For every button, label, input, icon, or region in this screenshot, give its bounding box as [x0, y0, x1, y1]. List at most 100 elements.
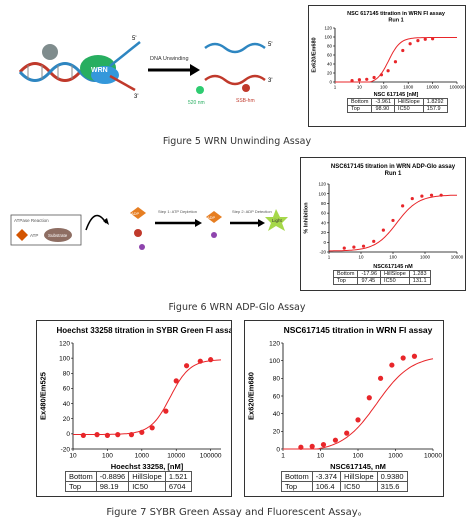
- data-point: [393, 60, 398, 64]
- curved-arrow-icon: [85, 214, 107, 231]
- fit-curve: [329, 194, 457, 252]
- data-point: [420, 194, 424, 198]
- data-point: [350, 79, 354, 83]
- y-tick-label: 60: [321, 211, 327, 216]
- data-point: [372, 75, 376, 80]
- fig5-caption: Figure 5 WRN Unwinding Assay: [162, 136, 312, 147]
- atp-sphere-icon: [42, 44, 58, 60]
- data-point: [410, 196, 414, 201]
- data-point: [377, 375, 384, 381]
- fig7-caption: Figure 7 SYBR Green Assay and Fluorescen…: [106, 507, 368, 518]
- x-axis-label: NSC617145, nM: [330, 462, 386, 471]
- x-tick-label: 10: [357, 85, 363, 90]
- fig7-left-panel: Hoechst 33258 titration in SYBR Green FI…: [36, 320, 238, 497]
- y-tick-label: 120: [324, 26, 332, 31]
- svg-text:3': 3': [268, 78, 272, 84]
- y-tick-label: 0: [323, 240, 326, 245]
- wrn-label: WRN: [91, 67, 108, 74]
- data-point: [197, 358, 203, 364]
- data-point: [139, 429, 145, 435]
- fit-curve: [283, 358, 434, 450]
- y-axis-label: Ex620/Em680: [247, 372, 256, 420]
- data-point: [365, 77, 369, 81]
- svg-text:Substrate: Substrate: [48, 233, 68, 238]
- svg-text:SSB-hm: SSB-hm: [236, 98, 255, 104]
- data-point: [411, 353, 418, 359]
- svg-text:3': 3': [134, 94, 138, 100]
- y-tick-label: 100: [318, 191, 326, 196]
- svg-text:5': 5': [132, 36, 136, 42]
- data-point: [309, 443, 315, 449]
- fig7-right-panel: NSC617145 titration in WRN FI assay 0 20 40…: [244, 320, 444, 497]
- chart-title: NSC617145 titration in WRN ADP-Glo assay: [331, 164, 456, 170]
- y-axis-label: Ex620/Em680: [312, 37, 318, 72]
- x-axis-label: NSC617145 nM: [373, 264, 413, 270]
- data-point: [379, 73, 384, 77]
- y-tick-label: 20: [63, 416, 71, 423]
- fig6-caption: Figure 6 WRN ADP-Glo Assay: [168, 302, 306, 313]
- fig7-right-stats-table: Bottom -3.374 HillSlope 0.9380 Top 106.4 IC50…: [281, 471, 408, 492]
- x-tick-label: 1: [328, 255, 331, 260]
- data-point: [408, 42, 412, 46]
- x-tick-label: 100: [389, 255, 397, 260]
- adp-glo-diagram: ATPase Reaction ATP Substrate ADP Step 1…: [10, 207, 288, 250]
- svg-text:Step 2: ADP Detection: Step 2: ADP Detection: [232, 209, 272, 214]
- data-point: [208, 357, 214, 363]
- unwinding-diagram: WRN 5' 3' DNA Unwinding 5' 3' 520 nm SSB…: [18, 36, 272, 106]
- svg-text:Step 1: ATP Depletion: Step 1: ATP Depletion: [158, 209, 197, 214]
- x-tick-label: 1000: [420, 255, 431, 260]
- svg-text:5': 5': [268, 42, 272, 48]
- svg-text:Light: Light: [272, 218, 283, 223]
- y-tick-label: 80: [273, 376, 281, 383]
- y-tick-label: 80: [321, 201, 327, 206]
- fit-curve: [73, 359, 222, 435]
- y-axis-label: % Inhibition: [304, 202, 310, 234]
- chart-title: NSC 617145 titration in WRN FI assay: [347, 11, 446, 17]
- x-axis-label: Hoechst 33258, [nM]: [111, 462, 184, 471]
- y-tick-label: 120: [59, 340, 70, 347]
- y-tick-label: 120: [318, 182, 326, 187]
- chart-title: Hoechst 33258 titration in SYBR Green FI…: [57, 326, 231, 335]
- data-point: [128, 432, 135, 438]
- data-point: [401, 48, 405, 53]
- data-point: [163, 408, 169, 414]
- y-tick-label: 40: [63, 401, 71, 408]
- y-tick-label: 40: [321, 220, 327, 225]
- x-tick-label: 10000: [426, 85, 439, 90]
- data-point: [372, 239, 376, 243]
- fit-curve: [335, 37, 457, 83]
- fig6-stats-table: Bottom -17.96 HillSlope 1.283 Top 97.45 IC50 1…: [332, 270, 431, 285]
- data-point: [104, 432, 111, 438]
- svg-text:ADP: ADP: [131, 211, 140, 216]
- chart-subtitle: Run 1: [388, 18, 403, 24]
- data-point: [298, 444, 304, 450]
- fig5-chart-panel: NSC 617145 titration in WRN FI assay Run …: [308, 5, 466, 127]
- data-point: [94, 432, 100, 438]
- y-tick-label: 120: [269, 340, 280, 347]
- data-point: [149, 425, 155, 431]
- data-point: [439, 193, 443, 197]
- data-point: [352, 245, 356, 249]
- y-tick-label: 0: [66, 431, 70, 438]
- x-tick-label: 10000: [167, 453, 185, 460]
- data-point: [361, 244, 366, 248]
- data-point: [342, 246, 346, 250]
- fig6-chart: NSC617145 titration in WRN ADP-Glo assay…: [304, 164, 464, 270]
- data-point: [416, 39, 420, 43]
- x-tick-label: 10000: [451, 255, 464, 260]
- x-tick-label: 1000: [135, 453, 150, 460]
- y-tick-label: 60: [273, 393, 281, 400]
- data-point: [389, 362, 395, 368]
- y-tick-label: 80: [327, 44, 333, 49]
- data-point: [355, 417, 361, 423]
- x-tick-label: 100: [102, 453, 113, 460]
- fig7-left-stats-table: Bottom -0.8896 HillSlope 1.521 Top 98.19 IC50…: [65, 471, 192, 492]
- fig6-diagram: ATPase Reaction ATP Substrate ADP Step 1…: [10, 195, 290, 260]
- y-tick-label: 20: [327, 71, 333, 76]
- x-tick-label: 100000: [200, 453, 222, 460]
- y-tick-label: -20: [319, 250, 326, 255]
- data-point: [423, 37, 427, 41]
- fig6-chart-panel: NSC617145 titration in WRN ADP-Glo assay…: [300, 157, 466, 291]
- y-tick-label: 60: [63, 386, 71, 393]
- fig5-diagram: WRN 5' 3' DNA Unwinding 5' 3' 520 nm SSB…: [10, 20, 280, 110]
